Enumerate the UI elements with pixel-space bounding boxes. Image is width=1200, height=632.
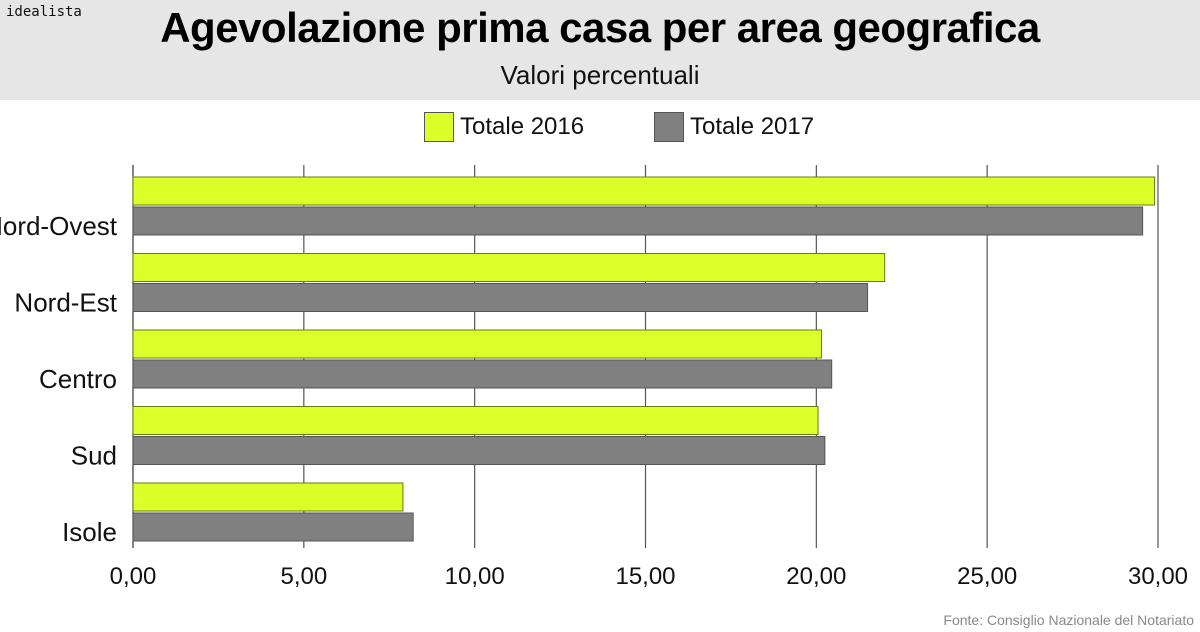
bar-isole-2017 xyxy=(132,512,414,542)
header: idealista Agevolazione prima casa per ar… xyxy=(0,0,1200,100)
x-tick-label: 5,00 xyxy=(280,563,327,590)
bar-centro-2016 xyxy=(132,329,822,359)
logo: idealista xyxy=(6,4,82,20)
y-category-label: Centro xyxy=(39,364,117,394)
bar-sud-2017 xyxy=(132,436,826,465)
legend-item-2016: Totale 2016 xyxy=(424,112,584,142)
bar-nord-est-2016 xyxy=(132,253,886,282)
legend-swatch xyxy=(424,112,454,142)
bar-centro-2017 xyxy=(132,359,833,389)
bar-isole-2016 xyxy=(132,482,404,512)
x-tick-label: 0,00 xyxy=(110,563,157,590)
chart-subtitle: Valori percentuali xyxy=(500,60,700,90)
source-note: Fonte: Consiglio Nazionale del Notariato xyxy=(943,612,1194,628)
y-category-label: Nord-Est xyxy=(14,288,117,318)
x-tick-label: 20,00 xyxy=(786,563,846,590)
x-tick-label: 30,00 xyxy=(1128,563,1188,590)
legend-label: Totale 2017 xyxy=(690,113,815,140)
y-category-label: Isole xyxy=(62,517,117,547)
x-tick-label: 15,00 xyxy=(615,563,675,590)
bar-nord-ovest-2017 xyxy=(132,206,1144,236)
legend-item-2017: Totale 2017 xyxy=(654,112,814,142)
bar-sud-2016 xyxy=(132,406,819,435)
bar-nord-ovest-2016 xyxy=(132,176,1156,206)
x-tick-label: 25,00 xyxy=(957,563,1017,590)
y-category-label: Nord-Ovest xyxy=(0,211,118,241)
y-category-label: Sud xyxy=(71,441,117,471)
legend: Totale 2016 Totale 2017 xyxy=(0,112,1200,146)
legend-swatch xyxy=(654,112,684,142)
chart-title: Agevolazione prima casa per area geograf… xyxy=(160,4,1040,51)
bar-nord-est-2017 xyxy=(132,283,869,312)
legend-label: Totale 2016 xyxy=(460,113,585,140)
x-tick-label: 10,00 xyxy=(445,563,505,590)
